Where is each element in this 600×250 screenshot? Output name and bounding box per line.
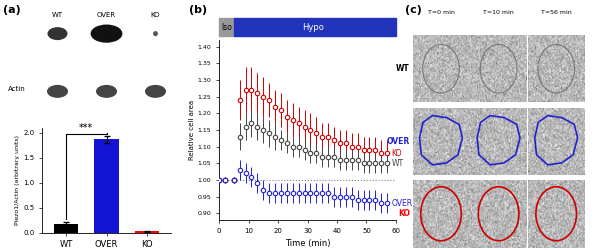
Text: (b): (b) (189, 5, 207, 15)
Text: OVER: OVER (97, 12, 116, 18)
Text: WT: WT (392, 159, 404, 168)
Text: KO: KO (398, 209, 410, 218)
Text: T=56 min: T=56 min (541, 10, 572, 15)
Ellipse shape (97, 86, 116, 97)
Bar (135, 231, 159, 232)
Text: WT: WT (396, 64, 410, 73)
Text: WT: WT (52, 12, 63, 18)
Ellipse shape (48, 86, 67, 97)
Text: ***: *** (79, 123, 94, 133)
Bar (54, 224, 78, 232)
Text: T=10 min: T=10 min (483, 10, 514, 15)
X-axis label: Time (min): Time (min) (285, 239, 330, 248)
Text: OVER: OVER (386, 137, 410, 146)
Ellipse shape (91, 25, 122, 42)
Text: Actin: Actin (8, 86, 26, 92)
Ellipse shape (146, 86, 166, 97)
Y-axis label: Piezo1/Actin (arbitrary units): Piezo1/Actin (arbitrary units) (16, 135, 20, 225)
Y-axis label: Relative cell area: Relative cell area (189, 100, 195, 160)
Text: (c): (c) (405, 5, 422, 15)
Text: T=0 min: T=0 min (428, 10, 454, 15)
Ellipse shape (48, 28, 67, 40)
Ellipse shape (154, 32, 157, 36)
Bar (94, 139, 119, 232)
Bar (33, 59, 180, 66)
Text: KO: KO (392, 149, 402, 158)
Text: OVER: OVER (392, 199, 413, 208)
Text: (a): (a) (3, 5, 21, 15)
Text: KO: KO (151, 12, 160, 18)
